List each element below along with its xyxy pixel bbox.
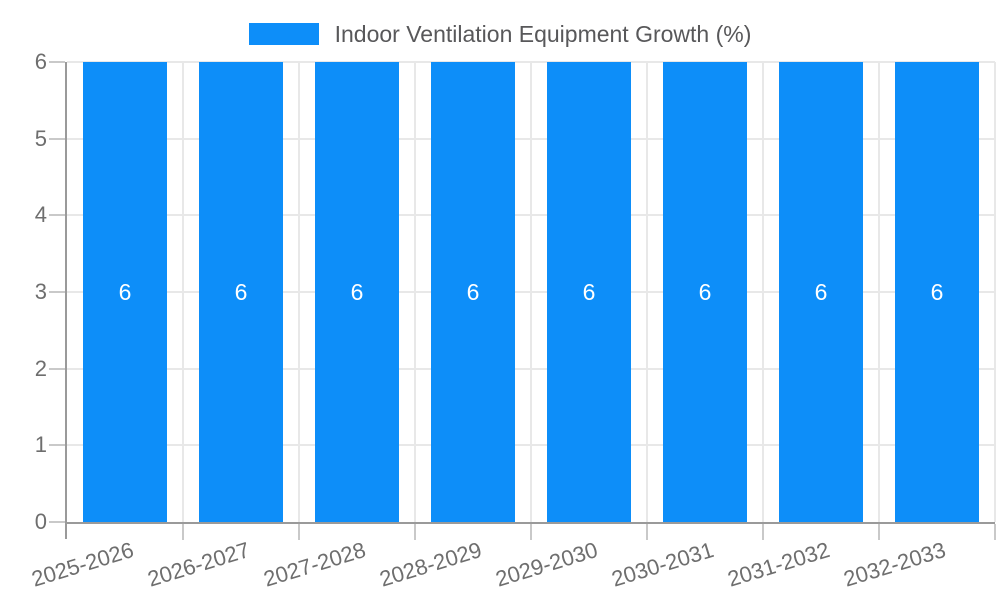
bar[interactable] — [779, 62, 863, 522]
y-axis-label: 6 — [34, 49, 47, 74]
y-tick-mark — [49, 521, 65, 523]
vertical-gridline — [646, 62, 648, 522]
y-axis-label: 3 — [34, 279, 47, 304]
vertical-gridline — [530, 62, 532, 522]
bar[interactable] — [83, 62, 167, 522]
x-tick-mark — [530, 524, 532, 540]
bar[interactable] — [547, 62, 631, 522]
x-tick-mark — [646, 524, 648, 540]
bar[interactable] — [315, 62, 399, 522]
x-axis-label: 2025-2026 — [28, 537, 137, 592]
vertical-gridline — [994, 62, 996, 522]
bar-value-label: 6 — [350, 279, 364, 305]
y-tick-mark — [49, 444, 65, 447]
y-tick-mark — [49, 214, 65, 217]
x-tick-mark — [298, 524, 300, 540]
bar-value-label: 6 — [698, 279, 712, 305]
y-axis-label: 2 — [34, 355, 47, 381]
bar[interactable] — [431, 62, 515, 522]
y-tick-mark — [49, 61, 65, 63]
x-axis-label: 2031-2032 — [724, 537, 833, 592]
x-axis-line — [65, 522, 995, 524]
x-tick-mark — [182, 524, 184, 540]
x-tick-mark — [762, 524, 764, 540]
y-axis-label: 0 — [34, 509, 47, 534]
vertical-gridline — [182, 62, 184, 522]
bar[interactable] — [895, 62, 979, 522]
x-axis-label: 2029-2030 — [492, 537, 601, 592]
bar[interactable] — [199, 62, 283, 522]
y-axis-label: 4 — [34, 202, 47, 228]
plot-area: 6 6 6 6 6 6 6 6 — [67, 61, 996, 522]
y-axis-line — [65, 62, 67, 539]
x-axis-label: 2026-2027 — [144, 537, 253, 592]
y-axis-label: 5 — [34, 125, 47, 151]
y-axis-label: 1 — [34, 432, 47, 458]
x-axis-label: 2032-2033 — [840, 537, 949, 592]
vertical-gridline — [298, 62, 300, 522]
legend-swatch — [248, 23, 319, 45]
y-tick-mark — [49, 367, 65, 370]
vertical-gridline — [878, 62, 880, 522]
bar-value-label: 6 — [466, 279, 480, 305]
x-tick-mark — [878, 524, 880, 540]
x-axis-label: 2028-2029 — [376, 537, 485, 592]
bar[interactable] — [663, 62, 747, 522]
bar-value-label: 6 — [814, 279, 828, 305]
vertical-gridline — [414, 62, 416, 522]
legend-label: Indoor Ventilation Equipment Growth (%) — [334, 20, 752, 47]
y-tick-mark — [49, 137, 65, 140]
x-tick-mark — [994, 524, 996, 540]
x-axis-label: 2027-2028 — [260, 537, 369, 592]
x-axis-label: 2030-2031 — [608, 537, 717, 592]
bar-value-label: 6 — [930, 279, 944, 305]
bar-value-label: 6 — [582, 279, 596, 305]
x-tick-mark — [414, 524, 416, 540]
y-tick-mark — [49, 291, 65, 293]
bar-value-label: 6 — [118, 279, 132, 305]
vertical-gridline — [762, 62, 764, 522]
legend: Indoor Ventilation Equipment Growth (%) — [0, 21, 1000, 47]
bar-value-label: 6 — [234, 279, 248, 305]
